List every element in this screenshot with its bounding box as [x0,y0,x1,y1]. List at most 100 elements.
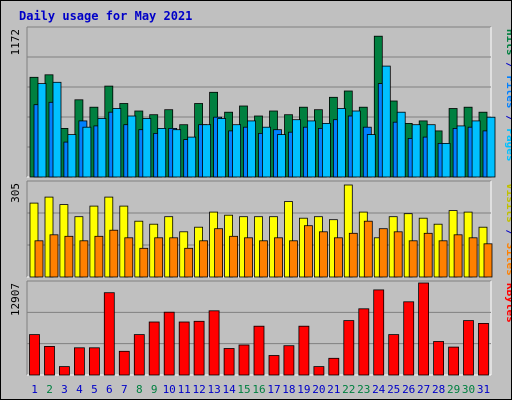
bar-pages-day-11 [187,136,197,178]
bar-kbytes-day-15 [238,344,250,376]
x-tick-label-day-25: 25 [387,383,400,396]
bar-kbytes-day-26 [403,301,415,376]
bar-pages-day-16 [262,126,271,178]
legend-entry: Sites [504,243,511,276]
bar-sites-day-7 [124,237,134,278]
bar-sites-day-1 [34,240,44,278]
legend-entry: / [504,109,511,129]
bar-sites-day-31 [483,243,493,278]
bar-kbytes-day-23 [358,308,370,376]
panel-middle-legend: Visits / Sites [504,183,511,276]
bar-kbytes-day-22 [343,320,355,376]
bar-pages-day-22 [351,110,361,178]
panel-top-legend: Hits / Files / Pages [504,29,511,162]
x-tick-label-day-7: 7 [121,383,128,396]
x-tick-label-day-13: 13 [207,383,220,396]
legend-entry: Visits [504,183,511,223]
bar-sites-day-12 [199,240,209,278]
bar-sites-day-24 [378,228,388,278]
bar-kbytes-day-9 [148,321,160,376]
panel-middle-ymax-label: 305 [9,183,22,203]
x-tick-label-day-31: 31 [477,383,490,396]
bar-sites-day-29 [453,234,463,278]
bar-sites-day-28 [438,240,448,278]
bar-pages-day-27 [426,124,436,178]
bar-pages-day-13 [217,118,227,178]
x-tick-label-day-27: 27 [417,383,430,396]
x-tick-label-day-30: 30 [462,383,475,396]
bar-kbytes-day-1 [29,334,40,376]
legend-entry: Pages [504,128,511,161]
x-tick-label-day-11: 11 [178,383,191,396]
bar-kbytes-day-11 [178,321,190,376]
bar-kbytes-day-8 [133,334,145,376]
x-tick-label-day-6: 6 [106,383,113,396]
bar-sites-day-21 [333,237,343,278]
bar-kbytes-day-18 [283,345,295,376]
bar-kbytes-day-13 [208,310,220,376]
x-tick-label-day-17: 17 [267,383,280,396]
bar-visits-day-22 [343,184,353,278]
bar-sites-day-23 [363,220,373,278]
bar-kbytes-day-5 [89,347,100,376]
x-tick-label-day-14: 14 [222,383,236,396]
bar-sites-day-19 [303,225,313,278]
x-tick-label-day-19: 19 [297,383,310,396]
x-tick-label-day-23: 23 [357,383,370,396]
bar-pages-day-9 [157,128,167,178]
bar-kbytes-day-6 [103,292,115,376]
bar-kbytes-day-31 [478,322,489,376]
bar-pages-day-8 [142,118,152,178]
x-tick-label-day-5: 5 [91,383,98,396]
bar-kbytes-day-14 [223,348,235,376]
bar-pages-day-5 [97,118,107,178]
bar-kbytes-day-30 [463,320,474,376]
bar-pages-day-31 [486,116,496,178]
bar-sites-day-13 [214,228,224,278]
bar-pages-day-6 [112,108,122,178]
x-tick-label-day-1: 1 [31,383,38,396]
bar-sites-day-10 [169,237,179,278]
bar-pages-day-10 [172,129,182,178]
bar-pages-day-30 [471,120,481,178]
bar-pages-day-25 [396,111,406,178]
bar-sites-day-5 [94,235,104,278]
x-tick-label-day-15: 15 [237,383,250,396]
x-tick-label-day-4: 4 [76,383,83,396]
legend-entry: Files [504,75,511,108]
bar-sites-day-15 [244,237,253,278]
bar-kbytes-day-17 [268,355,280,376]
bar-pages-day-2 [52,81,62,178]
bar-kbytes-day-20 [313,366,325,376]
bar-pages-day-28 [441,142,451,178]
bar-kbytes-day-24 [373,289,385,376]
bar-sites-day-14 [229,235,239,278]
bar-pages-day-29 [456,125,466,178]
chart-title: Daily usage for May 2021 [19,9,193,23]
bar-pages-day-19 [306,120,316,178]
x-tick-label-day-3: 3 [61,383,68,396]
x-tick-label-day-8: 8 [136,383,143,396]
x-tick-label-day-29: 29 [447,383,460,396]
bar-visits-day-1 [29,202,39,278]
bar-kbytes-day-27 [418,282,430,376]
bar-sites-day-25 [393,231,403,278]
bar-pages-day-20 [321,123,331,178]
bar-visits-day-18 [284,201,293,278]
x-tick-label-day-22: 22 [342,383,355,396]
bar-kbytes-day-28 [433,341,445,376]
bar-pages-day-23 [366,134,376,178]
bar-sites-day-2 [49,234,59,278]
panel-top-ymax-label: 1172 [9,29,22,56]
x-tick-label-day-20: 20 [312,383,325,396]
bar-kbytes-day-4 [74,347,85,376]
bar-pages-day-3 [67,134,77,178]
x-tick-label-day-28: 28 [432,383,445,396]
x-tick-label-day-26: 26 [402,383,415,396]
bar-sites-day-8 [139,247,149,278]
bar-kbytes-day-19 [298,325,310,376]
bar-pages-day-18 [292,119,301,178]
legend-entry: / [504,56,511,76]
